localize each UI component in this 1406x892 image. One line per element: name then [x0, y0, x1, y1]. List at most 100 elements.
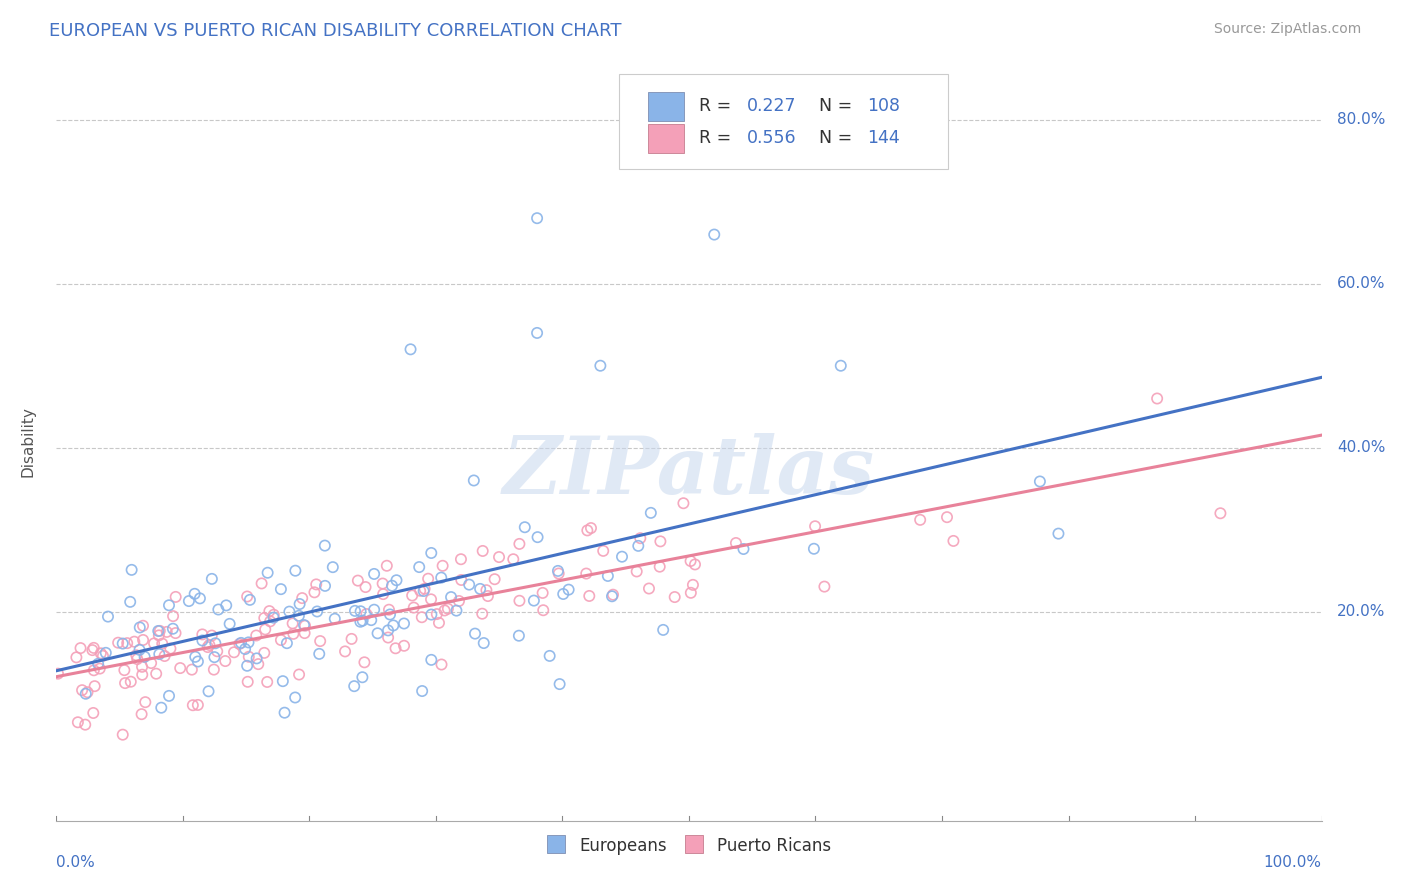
Point: [1209, 506, 1232, 520]
Point: [360, 613, 382, 627]
Point: [531, 586, 554, 600]
Point: [450, 573, 472, 587]
Point: [648, 559, 671, 574]
Point: [803, 541, 825, 556]
Point: [112, 663, 135, 677]
Point: [724, 536, 747, 550]
Point: [148, 647, 170, 661]
Point: [187, 655, 209, 669]
Point: [804, 519, 827, 533]
Point: [127, 652, 149, 666]
Text: N =: N =: [820, 97, 858, 115]
Point: [76, 685, 98, 699]
Point: [247, 657, 270, 672]
Point: [418, 572, 440, 586]
Point: [371, 576, 394, 591]
Point: [523, 593, 546, 607]
Point: [150, 637, 173, 651]
Point: [942, 533, 965, 548]
Point: [513, 520, 536, 534]
Point: [202, 663, 225, 677]
Point: [640, 506, 662, 520]
Point: [367, 626, 389, 640]
Point: [472, 636, 495, 650]
Point: [288, 608, 311, 623]
Point: [149, 624, 172, 638]
Point: [333, 644, 356, 658]
Point: [488, 549, 510, 564]
Point: [162, 609, 184, 624]
Point: [228, 637, 250, 651]
Point: [353, 656, 375, 670]
Point: [131, 707, 153, 722]
Point: [91, 648, 114, 663]
Point: [236, 658, 259, 673]
Point: [124, 634, 146, 648]
Point: [94, 646, 117, 660]
Point: [592, 544, 614, 558]
Point: [502, 552, 524, 566]
Point: [197, 684, 219, 698]
Point: [82, 706, 104, 720]
Point: [82, 643, 104, 657]
Point: [181, 698, 204, 713]
Point: [215, 599, 238, 613]
Point: [89, 662, 111, 676]
Text: Disability: Disability: [21, 406, 37, 477]
Point: [526, 326, 548, 340]
FancyBboxPatch shape: [648, 92, 683, 120]
Point: [402, 600, 425, 615]
Point: [363, 603, 385, 617]
Point: [420, 546, 443, 560]
Point: [162, 622, 184, 636]
Point: [557, 582, 579, 597]
Point: [90, 646, 112, 660]
Text: EUROPEAN VS PUERTO RICAN DISABILITY CORRELATION CHART: EUROPEAN VS PUERTO RICAN DISABILITY CORR…: [49, 22, 621, 40]
Point: [463, 474, 485, 488]
Text: Source: ZipAtlas.com: Source: ZipAtlas.com: [1213, 22, 1361, 37]
Point: [291, 591, 314, 606]
Point: [132, 632, 155, 647]
Point: [65, 650, 87, 665]
Point: [1146, 392, 1168, 406]
Point: [411, 610, 433, 624]
Text: 0.556: 0.556: [747, 129, 797, 147]
Point: [408, 560, 430, 574]
Point: [450, 552, 472, 566]
Point: [347, 574, 370, 588]
Point: [132, 619, 155, 633]
Point: [70, 683, 93, 698]
Point: [579, 521, 602, 535]
Point: [83, 679, 105, 693]
Point: [254, 623, 277, 637]
Text: N =: N =: [820, 129, 858, 147]
Point: [508, 594, 530, 608]
Point: [349, 615, 371, 629]
Point: [447, 594, 470, 608]
Point: [440, 590, 463, 604]
Point: [484, 572, 506, 586]
Point: [576, 524, 599, 538]
Point: [322, 560, 344, 574]
Point: [363, 566, 385, 581]
Point: [628, 531, 651, 545]
Point: [411, 684, 433, 698]
Point: [125, 648, 148, 663]
Point: [207, 602, 229, 616]
Text: 40.0%: 40.0%: [1337, 440, 1385, 455]
Point: [218, 616, 240, 631]
Point: [131, 660, 153, 674]
Point: [531, 603, 554, 617]
Point: [253, 611, 276, 625]
Point: [813, 580, 835, 594]
Text: ZIPatlas: ZIPatlas: [503, 434, 875, 510]
Point: [180, 663, 202, 677]
Point: [433, 603, 456, 617]
Point: [401, 589, 423, 603]
Point: [458, 577, 481, 591]
Point: [121, 563, 143, 577]
Point: [547, 566, 569, 581]
Point: [276, 636, 298, 650]
Point: [233, 642, 256, 657]
Point: [575, 566, 598, 581]
